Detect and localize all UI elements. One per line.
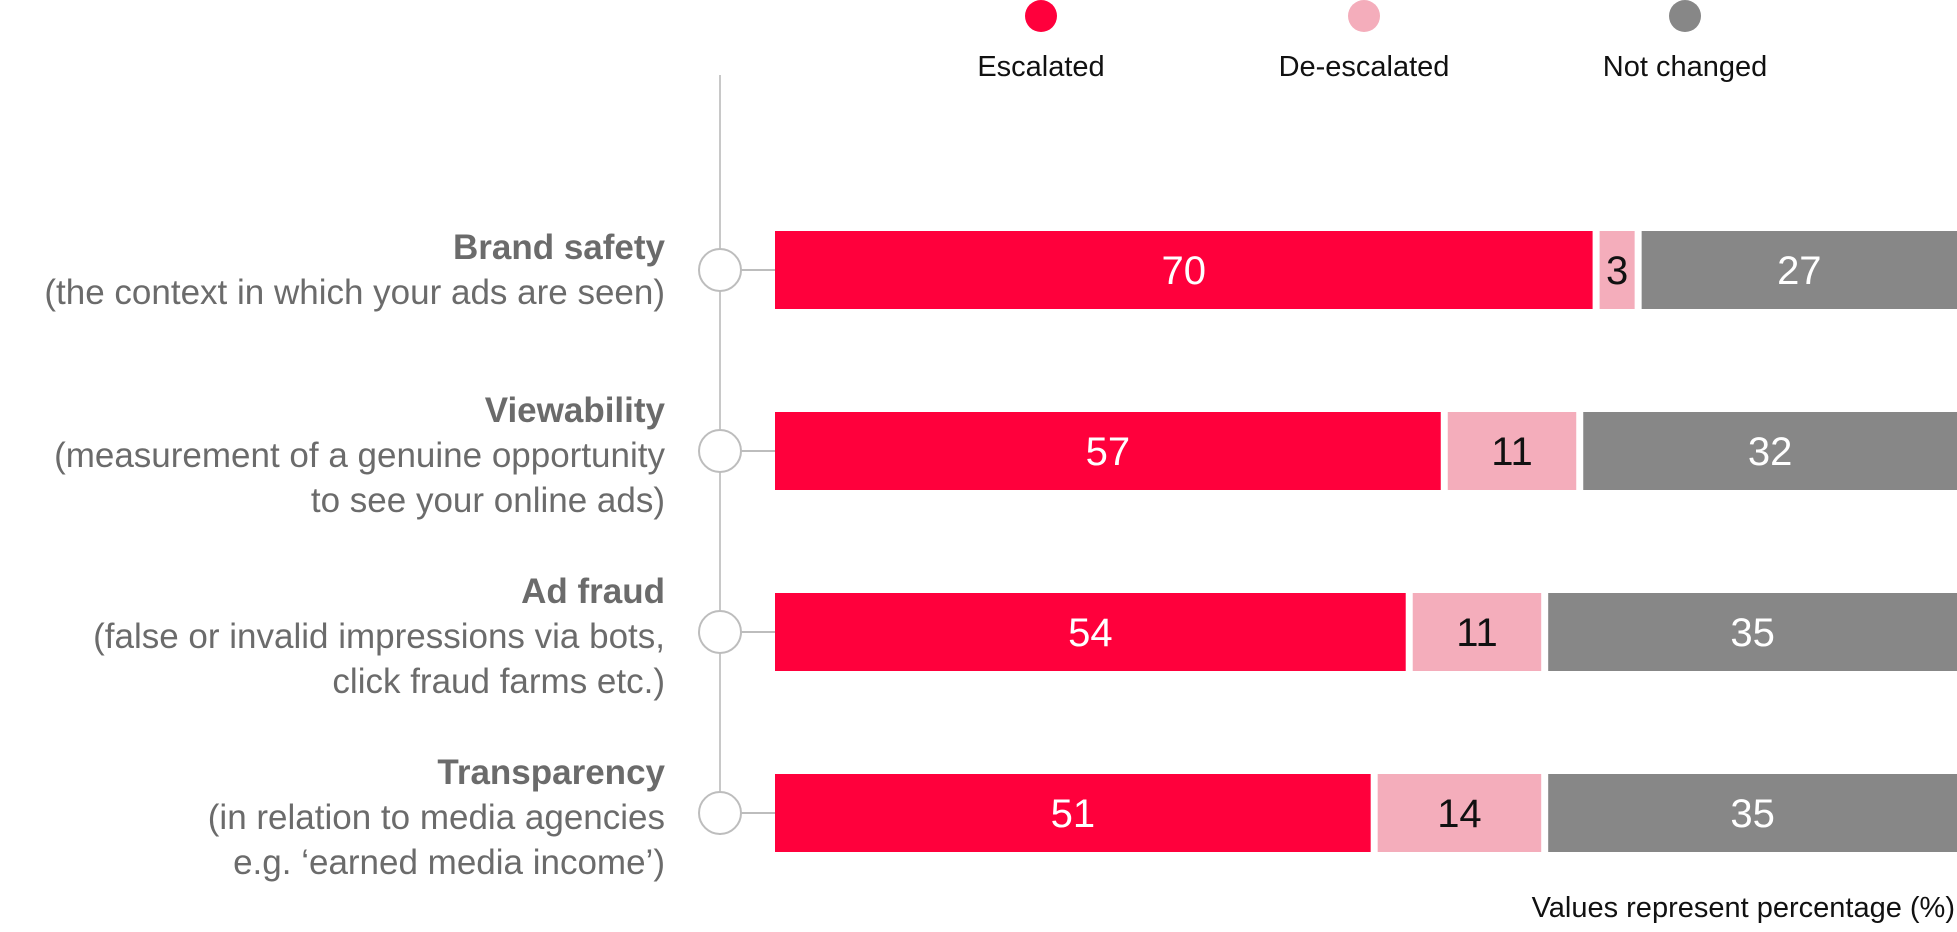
category-title: Transparency (437, 753, 665, 792)
chart-rows: Brand safety (the context in which your a… (44, 228, 1957, 882)
data-label-not-changed: 35 (1730, 792, 1775, 836)
category-title: Viewability (485, 391, 666, 430)
bar-escalated (775, 231, 1593, 309)
legend-swatch-escalated (1025, 0, 1057, 32)
bar-escalated (775, 593, 1406, 671)
timeline-marker (698, 429, 742, 473)
category-title: Ad fraud (521, 572, 665, 611)
data-label-escalated: 54 (1068, 611, 1113, 655)
legend: Escalated De-escalated Not changed (977, 0, 1767, 83)
bar-de-escalated (1412, 593, 1542, 671)
category-subtitle: (the context in which your ads are seen) (44, 273, 665, 312)
category-subtitle: (in relation to media agencies (208, 798, 665, 837)
row-viewability: Viewability (measurement of a genuine opp… (54, 391, 1957, 520)
data-label-de-escalated: 3 (1606, 249, 1628, 293)
data-label-de-escalated: 11 (1491, 430, 1533, 474)
category-subtitle: to see your online ads) (311, 481, 665, 520)
category-title: Brand safety (453, 228, 666, 267)
legend-label-de-escalated: De-escalated (1279, 51, 1450, 83)
row-ad-fraud: Ad fraud (false or invalid impressions vi… (93, 572, 1957, 701)
legend-item-escalated: Escalated (977, 0, 1105, 83)
bar-escalated (775, 412, 1441, 490)
data-label-de-escalated: 14 (1437, 792, 1482, 836)
timeline-marker (698, 791, 742, 835)
data-label-not-changed: 32 (1748, 430, 1793, 474)
bar-not-changed (1641, 231, 1957, 309)
bar-not-changed (1548, 593, 1957, 671)
legend-item-de-escalated: De-escalated (1279, 0, 1450, 83)
category-subtitle: (measurement of a genuine opportunity (54, 436, 665, 475)
units-note: Values represent percentage (%) (1532, 892, 1955, 924)
data-label-not-changed: 35 (1730, 611, 1775, 655)
row-transparency: Transparency (in relation to media agenci… (208, 753, 1957, 882)
timeline-marker (698, 248, 742, 292)
category-subtitle: click fraud farms etc.) (332, 662, 665, 701)
bar-de-escalated (1377, 774, 1542, 852)
data-label-escalated: 70 (1162, 249, 1207, 293)
bar-escalated (775, 774, 1371, 852)
data-label-de-escalated: 11 (1456, 611, 1498, 655)
legend-item-not-changed: Not changed (1603, 0, 1767, 83)
legend-swatch-not-changed (1669, 0, 1701, 32)
bar-de-escalated (1447, 412, 1577, 490)
bar-de-escalated (1599, 231, 1635, 309)
category-subtitle: e.g. ‘earned media income’) (233, 843, 665, 882)
data-label-not-changed: 27 (1777, 249, 1822, 293)
bar-not-changed (1583, 412, 1957, 490)
bar-not-changed (1548, 774, 1957, 852)
timeline-marker (698, 610, 742, 654)
data-label-escalated: 51 (1051, 792, 1096, 836)
data-label-escalated: 57 (1086, 430, 1131, 474)
category-subtitle: (false or invalid impressions via bots, (93, 617, 665, 656)
row-brand-safety: Brand safety (the context in which your a… (44, 228, 1957, 312)
legend-label-escalated: Escalated (977, 51, 1104, 83)
legend-swatch-de-escalated (1348, 0, 1380, 32)
legend-label-not-changed: Not changed (1603, 51, 1767, 83)
